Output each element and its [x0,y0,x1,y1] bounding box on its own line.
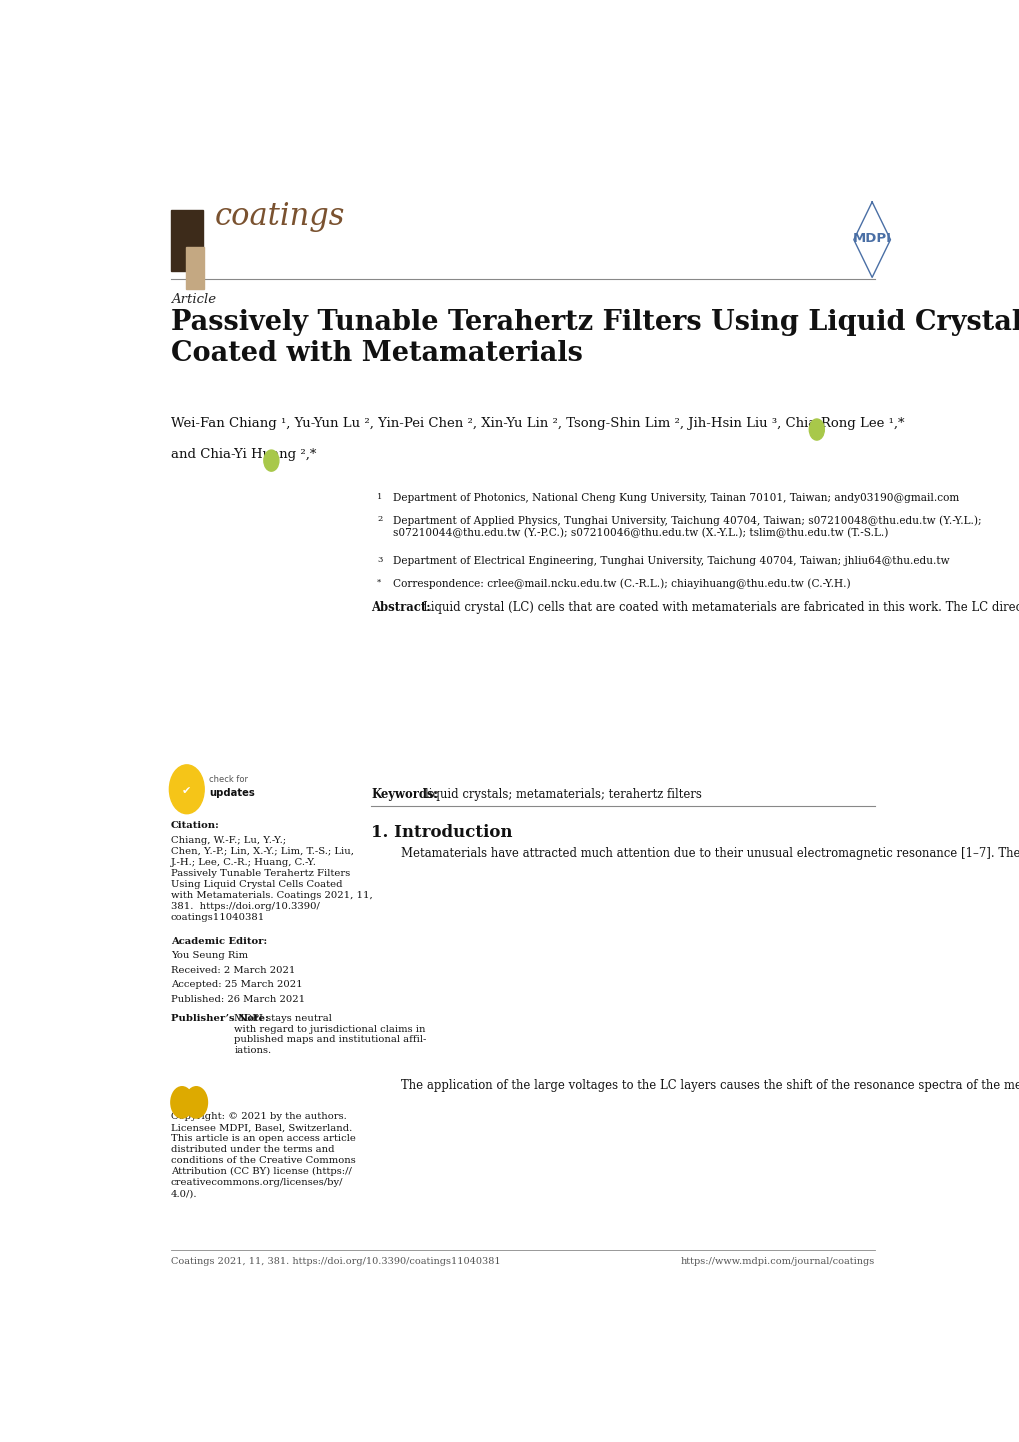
Text: and Chia-Yi Huang ²,*: and Chia-Yi Huang ²,* [171,448,320,461]
Text: The application of the large voltages to the LC layers causes the shift of the r: The application of the large voltages to… [371,1079,1019,1092]
Text: Article: Article [171,293,216,306]
Text: Department of Photonics, National Cheng Kung University, Tainan 70101, Taiwan; a: Department of Photonics, National Cheng … [392,493,959,503]
Circle shape [169,764,204,813]
Text: *: * [377,578,381,587]
Text: Liquid crystal (LC) cells that are coated with metamaterials are fabricated in t: Liquid crystal (LC) cells that are coate… [423,600,1019,613]
Text: coatings: coatings [214,200,344,232]
Text: Received: 2 March 2021: Received: 2 March 2021 [171,966,296,975]
Text: Accepted: 25 March 2021: Accepted: 25 March 2021 [171,981,303,989]
Text: cc: cc [177,1099,186,1106]
Text: MDPI: MDPI [852,232,891,245]
Text: https://www.mdpi.com/journal/coatings: https://www.mdpi.com/journal/coatings [680,1257,873,1266]
Text: MDPI stays neutral
with regard to jurisdictional claims in
published maps and in: MDPI stays neutral with regard to jurisd… [234,1014,426,1056]
Text: Department of Applied Physics, Tunghai University, Taichung 40704, Taiwan; s0721: Department of Applied Physics, Tunghai U… [392,515,980,538]
Text: by: by [192,1099,201,1106]
Circle shape [171,1087,193,1118]
Text: Copyright: © 2021 by the authors.
Licensee MDPI, Basel, Switzerland.
This articl: Copyright: © 2021 by the authors. Licens… [171,1112,356,1198]
Text: Department of Electrical Engineering, Tunghai University, Taichung 40704, Taiwan: Department of Electrical Engineering, Tu… [392,557,949,567]
Bar [171,209,203,271]
Text: Abstract:: Abstract: [371,600,430,613]
Text: You Seung Rim: You Seung Rim [171,952,248,960]
Circle shape [808,420,823,440]
Circle shape [264,450,278,472]
Text: 1: 1 [377,493,382,500]
Text: Correspondence: crlee@mail.ncku.edu.tw (C.-R.L.); chiayihuang@thu.edu.tw (C.-Y.H: Correspondence: crlee@mail.ncku.edu.tw (… [392,578,850,588]
Text: Keywords:: Keywords: [371,789,437,802]
Bar [185,248,204,288]
Text: Citation:: Citation: [171,822,219,831]
Text: check for: check for [209,774,248,784]
Text: Publisher’s Note:: Publisher’s Note: [171,1014,268,1022]
Text: updates: updates [209,789,255,799]
Text: 2: 2 [377,515,382,523]
Text: ✔: ✔ [182,786,192,796]
Text: i: i [814,425,817,434]
Text: Metamaterials have attracted much attention due to their unusual electromagnetic: Metamaterials have attracted much attent… [371,846,1019,859]
Text: liquid crystals; metamaterials; terahertz filters: liquid crystals; metamaterials; terahert… [424,789,701,802]
Text: Coatings 2021, 11, 381. https://doi.org/10.3390/coatings11040381: Coatings 2021, 11, 381. https://doi.org/… [171,1257,500,1266]
Text: Chiang, W.-F.; Lu, Y.-Y.;
Chen, Y.-P.; Lin, X.-Y.; Lim, T.-S.; Liu,
J.-H.; Lee, : Chiang, W.-F.; Lu, Y.-Y.; Chen, Y.-P.; L… [171,836,372,921]
Circle shape [185,1087,207,1118]
Text: 3: 3 [377,557,382,564]
Text: Passively Tunable Terahertz Filters Using Liquid Crystal Cells
Coated with Metam: Passively Tunable Terahertz Filters Usin… [171,309,1019,368]
Text: 1. Introduction: 1. Introduction [371,823,512,841]
Text: Academic Editor:: Academic Editor: [171,937,267,946]
Text: Published: 26 March 2021: Published: 26 March 2021 [171,995,305,1004]
Text: Wei-Fan Chiang ¹, Yu-Yun Lu ², Yin-Pei Chen ², Xin-Yu Lin ², Tsong-Shin Lim ², J: Wei-Fan Chiang ¹, Yu-Yun Lu ², Yin-Pei C… [171,417,908,430]
Text: i: i [270,457,273,464]
